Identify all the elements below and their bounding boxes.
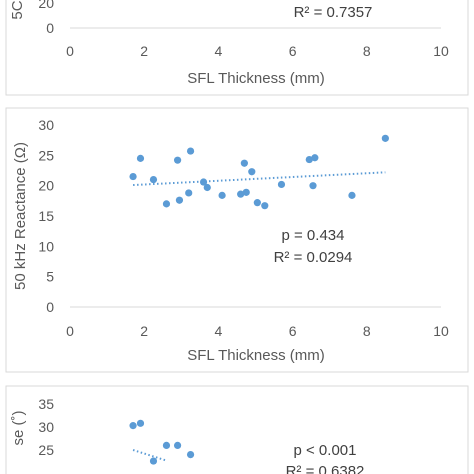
bottom-r-squared: R² = 0.6382 — [286, 463, 365, 474]
top-y-tick-0: 0 — [46, 20, 54, 36]
middle-point-8 — [199, 178, 208, 186]
middle-point-15 — [253, 199, 261, 207]
middle-point-17 — [277, 180, 286, 189]
middle-point-9 — [203, 183, 211, 192]
top-chart: 5C 0 20 R² = 0.7357 0 2 4 6 8 10 SFL Thicknes… — [9, 0, 449, 87]
middle-x-tick-0: 0 — [66, 323, 74, 339]
top-x-tick-8: 8 — [363, 43, 371, 59]
top-r-squared: R² = 0.7357 — [294, 4, 373, 21]
bottom-point-2 — [149, 457, 158, 465]
bottom-y-tick-35: 35 — [38, 396, 54, 412]
bottom-y-ticks: 35 30 25 — [38, 396, 54, 458]
middle-point-5 — [175, 196, 184, 204]
middle-chart: 0 5 10 15 20 25 30 0 2 4 6 8 10 50 kHz Reactance (Ω… — [12, 117, 449, 364]
top-x-tick-0: 0 — [66, 43, 74, 59]
middle-panel-frame — [5, 107, 469, 373]
middle-points — [129, 134, 389, 210]
bottom-point-0 — [129, 422, 137, 430]
top-y-tick-20: 20 — [38, 0, 54, 11]
bottom-point-3 — [162, 441, 171, 449]
middle-point-2 — [149, 176, 158, 184]
middle-x-tick-4: 4 — [215, 323, 223, 339]
middle-point-20 — [311, 154, 319, 162]
middle-point-19 — [309, 182, 317, 190]
bottom-trendline — [132, 449, 167, 462]
top-x-tick-10: 10 — [433, 43, 449, 59]
bottom-points — [129, 419, 195, 465]
middle-y-axis-label: 50 kHz Reactance (Ω) — [12, 142, 29, 290]
bottom-point-5 — [186, 451, 195, 459]
middle-x-tick-10: 10 — [433, 323, 449, 339]
bottom-chart: se (˚) 35 30 25 p < 0.001 R² = 0.6382 — [10, 396, 364, 474]
bottom-y-tick-25: 25 — [38, 442, 54, 458]
middle-point-10 — [218, 191, 226, 199]
middle-y-tick-10: 10 — [38, 238, 54, 254]
bottom-p-value: p < 0.001 — [294, 442, 357, 459]
middle-x-axis-label: SFL Thickness (mm) — [187, 347, 325, 364]
middle-r-squared: R² = 0.0294 — [274, 249, 353, 266]
middle-point-6 — [185, 189, 193, 197]
middle-x-ticks: 0 2 4 6 8 10 — [66, 323, 449, 339]
middle-x-tick-2: 2 — [140, 323, 148, 339]
middle-y-tick-30: 30 — [38, 117, 54, 133]
bottom-y-tick-30: 30 — [38, 419, 54, 435]
middle-point-13 — [242, 188, 250, 196]
top-y-axis-label: 5C — [9, 0, 26, 19]
middle-point-12 — [240, 159, 248, 167]
top-x-axis-label: SFL Thickness (mm) — [187, 70, 325, 87]
middle-p-value: p = 0.434 — [282, 227, 345, 244]
bottom-y-axis-label: se (˚) — [10, 411, 27, 446]
top-x-tick-4: 4 — [215, 43, 223, 59]
middle-y-ticks: 0 5 10 15 20 25 30 — [38, 117, 54, 315]
middle-y-tick-20: 20 — [38, 178, 54, 194]
middle-point-18 — [305, 155, 313, 164]
middle-y-tick-25: 25 — [38, 147, 54, 163]
middle-x-tick-8: 8 — [363, 323, 371, 339]
middle-point-0 — [129, 172, 137, 181]
bottom-panel-frame — [5, 385, 469, 474]
top-x-tick-2: 2 — [140, 43, 148, 59]
middle-x-tick-6: 6 — [289, 323, 297, 339]
bottom-point-1 — [136, 419, 145, 427]
top-x-ticks: 0 2 4 6 8 10 — [66, 43, 449, 59]
middle-point-7 — [186, 147, 195, 155]
middle-point-22 — [381, 134, 389, 142]
middle-point-11 — [237, 190, 245, 198]
bottom-point-4 — [173, 441, 182, 449]
middle-point-4 — [173, 156, 182, 164]
middle-y-tick-15: 15 — [38, 208, 54, 224]
middle-point-14 — [248, 168, 256, 176]
middle-y-tick-5: 5 — [46, 269, 54, 285]
middle-point-21 — [348, 191, 356, 199]
middle-point-3 — [162, 200, 171, 208]
middle-y-tick-0: 0 — [46, 299, 54, 315]
top-x-tick-6: 6 — [289, 43, 297, 59]
middle-point-16 — [261, 202, 269, 210]
top-panel-frame — [5, 0, 469, 96]
middle-point-1 — [136, 154, 145, 162]
